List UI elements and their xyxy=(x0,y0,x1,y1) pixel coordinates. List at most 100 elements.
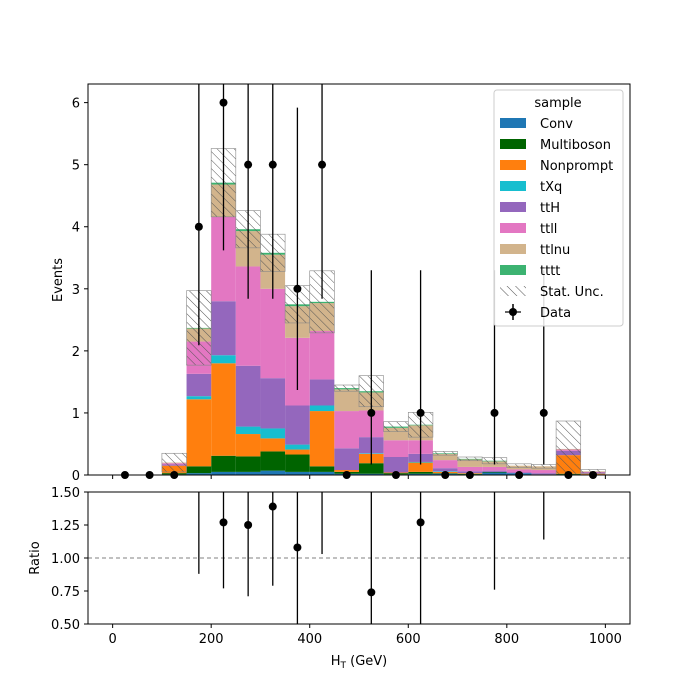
legend-label-tth: ttH xyxy=(540,201,560,216)
bar-multiboson-7 xyxy=(285,454,310,472)
legend-label-multiboson: Multiboson xyxy=(540,138,611,153)
stat-unc-band-14 xyxy=(457,456,483,462)
bar-tth-4 xyxy=(211,301,236,356)
main-axes-frame xyxy=(87,83,631,476)
legend-swatch-nonprompt xyxy=(500,160,526,170)
stat-unc-band-18 xyxy=(555,420,582,476)
bar-ttll-9 xyxy=(334,411,359,449)
legend-label-ttlnu: ttlnu xyxy=(540,243,570,258)
legend-swatch-tttt xyxy=(500,265,526,275)
bar-conv-12 xyxy=(408,473,433,475)
ratio-x-tick-label-1: 200 xyxy=(199,632,224,647)
legend-box xyxy=(493,89,624,327)
ratio-points xyxy=(198,492,545,624)
stat-unc-band-2 xyxy=(161,452,187,473)
legend-swatch-multiboson xyxy=(500,139,526,149)
bar-txq-5 xyxy=(235,426,261,435)
stat-unc-band-9 xyxy=(334,384,360,392)
bar-ttll-14 xyxy=(457,466,483,472)
bar-conv-10 xyxy=(359,473,384,475)
bar-tth-6 xyxy=(260,378,286,429)
ratio-y-tick-label-0: 0.50 xyxy=(51,618,80,633)
ratio-x-tick-label-2: 400 xyxy=(297,632,322,647)
legend-label-data: Data xyxy=(540,306,571,321)
data-point-10 xyxy=(367,408,376,417)
legend-swatch-ttlnu xyxy=(500,244,526,254)
bar-txq-4 xyxy=(211,355,236,364)
bar-ttll-16 xyxy=(506,469,532,473)
ratio-point-7 xyxy=(416,518,425,527)
main-y-tick-label-5: 5 xyxy=(72,159,80,174)
bar-ttll-6 xyxy=(260,288,286,379)
data-point-7 xyxy=(293,284,302,293)
bar-txq-6 xyxy=(260,428,286,439)
bar-conv-3 xyxy=(186,473,212,475)
legend-swatch-ttll xyxy=(500,223,526,233)
bar-multiboson-10 xyxy=(359,463,384,474)
data-point-4 xyxy=(219,98,228,107)
legend-label-nonprompt: Nonprompt xyxy=(540,159,613,174)
legend-label-tttt: tttt xyxy=(540,264,560,279)
ratio-axes-frame xyxy=(87,491,631,625)
bar-ttlnu-9 xyxy=(334,389,359,412)
ratio-point-3 xyxy=(268,502,277,511)
ratio-y-axis-label: Ratio xyxy=(28,541,43,574)
legend-title: sample xyxy=(534,96,581,111)
ratio-plot-panel: 0 200 400 600 800 1000 0.50 0.75 1.00 1.25 1.50 R… xyxy=(28,486,631,671)
bar-ttlnu-13 xyxy=(432,453,458,461)
bar-multiboson-15 xyxy=(482,471,507,473)
ratio-x-tick-label-4: 800 xyxy=(494,632,519,647)
bar-tth-17 xyxy=(531,473,557,475)
ratio-point-4 xyxy=(293,543,302,552)
bar-nonprompt-4 xyxy=(211,363,236,456)
bar-tth-15 xyxy=(482,470,507,472)
ratio-x-tick-label-3: 600 xyxy=(396,632,421,647)
ratio-y-tick-label-2: 1.00 xyxy=(51,552,80,567)
bar-nonprompt-7 xyxy=(285,449,310,455)
ratio-y-tick-label-3: 1.25 xyxy=(51,519,80,534)
bar-conv-5 xyxy=(235,471,261,475)
bar-tth-13 xyxy=(432,468,458,472)
ratio-y-tick-label-4: 1.50 xyxy=(51,486,80,501)
bar-txq-8 xyxy=(309,405,335,412)
legend-swatch-txq xyxy=(500,181,526,191)
bar-conv-8 xyxy=(309,471,335,475)
legend-label-conv: Conv xyxy=(540,117,573,132)
ratio-x-tick-label-0: 0 xyxy=(108,632,116,647)
main-y-tick-label-3: 3 xyxy=(72,283,80,298)
ratio-y-ticks: 0.50 0.75 1.00 1.25 1.50 xyxy=(51,486,88,633)
bar-multiboson-3 xyxy=(186,466,212,474)
stat-unc-band-11 xyxy=(383,421,409,432)
bar-tth-5 xyxy=(235,365,261,427)
data-point-12 xyxy=(416,408,425,417)
data-point-3 xyxy=(194,222,203,231)
x-axis-label: HT (GeV) xyxy=(331,654,388,671)
ratio-x-ticks: 0 200 400 600 800 1000 xyxy=(108,624,622,647)
bar-ttll-13 xyxy=(432,460,458,469)
bar-ttlnu-14 xyxy=(457,459,483,467)
ratio-point-1 xyxy=(219,518,228,527)
main-y-tick-label-6: 6 xyxy=(72,97,80,112)
bar-multiboson-4 xyxy=(211,455,236,472)
bar-multiboson-8 xyxy=(309,466,335,472)
bar-multiboson-5 xyxy=(235,456,261,472)
legend-label-txq: tXq xyxy=(540,180,562,195)
bar-ttll-17 xyxy=(531,470,557,474)
bar-tth-7 xyxy=(285,405,310,445)
main-y-tick-label-4: 4 xyxy=(72,221,80,236)
main-plot-panel: 0 1 2 3 4 5 6 Events xyxy=(51,83,631,484)
bar-tth-3 xyxy=(186,373,212,397)
bar-multiboson-12 xyxy=(408,471,433,474)
bar-nonprompt-5 xyxy=(235,434,261,457)
bar-nonprompt-3 xyxy=(186,399,212,467)
main-y-tick-label-2: 2 xyxy=(72,345,80,360)
data-point-15 xyxy=(490,408,499,417)
stat-unc-band-16 xyxy=(506,463,532,468)
bar-conv-6 xyxy=(260,470,286,475)
main-x-ticks xyxy=(112,475,606,479)
main-y-tick-label-1: 1 xyxy=(72,407,80,422)
legend-label-stat-unc: Stat. Unc. xyxy=(540,285,604,300)
bar-conv-15 xyxy=(482,472,507,475)
bar-ttll-8 xyxy=(309,331,335,380)
bar-ttll-15 xyxy=(482,466,507,471)
